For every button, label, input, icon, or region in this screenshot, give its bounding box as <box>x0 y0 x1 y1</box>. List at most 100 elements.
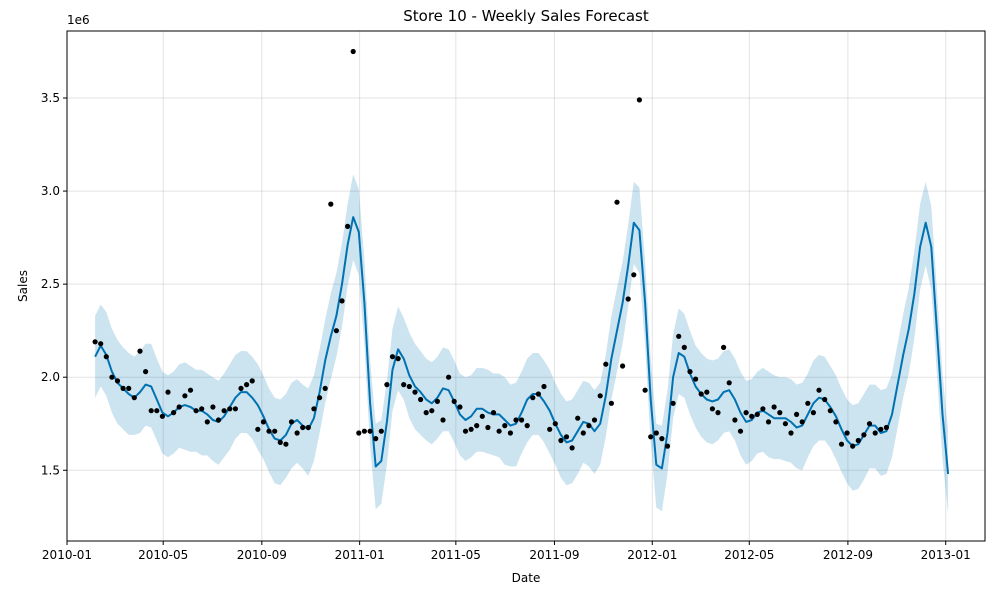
observed-point <box>693 376 699 382</box>
observed-point <box>552 421 558 427</box>
observed-point <box>597 393 603 399</box>
observed-point <box>300 424 306 431</box>
observed-point <box>429 408 435 414</box>
observed-point <box>625 296 631 302</box>
observed-point <box>244 382 250 388</box>
x-axis-label: Date <box>512 571 541 585</box>
observed-point <box>120 385 126 391</box>
observed-point <box>131 395 137 401</box>
observed-point <box>608 400 615 406</box>
observed-point <box>777 410 783 416</box>
observed-point <box>266 428 272 434</box>
plot-frame <box>66 30 986 542</box>
observed-point <box>524 423 530 429</box>
observed-point <box>822 396 828 403</box>
observed-point <box>143 369 149 375</box>
observed-point <box>232 406 238 412</box>
observed-point <box>277 439 283 445</box>
observed-point <box>490 410 497 416</box>
observed-point <box>631 272 637 278</box>
chart-title: Store 10 - Weekly Sales Forecast <box>403 7 649 25</box>
observed-point <box>698 391 704 397</box>
observed-point <box>519 417 525 423</box>
observed-point <box>760 406 766 412</box>
observed-point <box>373 436 379 442</box>
observed-point <box>384 382 390 388</box>
observed-point <box>479 413 485 419</box>
observed-point <box>187 387 194 393</box>
observed-point <box>311 406 317 412</box>
observed-point <box>659 436 665 442</box>
observed-point <box>446 374 452 380</box>
observed-point <box>715 410 721 416</box>
observed-point <box>204 419 210 425</box>
observed-point <box>642 387 648 393</box>
observed-point <box>159 413 165 419</box>
observed-point <box>474 423 480 429</box>
observed-point <box>171 410 177 416</box>
forecast-line-layer <box>94 216 950 475</box>
x-tick-label: 2012-09 <box>823 548 873 562</box>
observed-point <box>193 408 199 414</box>
observed-point <box>328 201 334 207</box>
observed-point <box>794 411 800 417</box>
observed-point <box>418 396 424 403</box>
observed-point <box>530 395 536 401</box>
observed-point <box>126 385 132 391</box>
observed-point <box>535 391 542 397</box>
observed-point <box>350 48 356 55</box>
observed-point <box>575 415 581 421</box>
observed-point <box>288 419 295 425</box>
observed-point <box>648 434 654 440</box>
x-tick-label: 2010-05 <box>138 548 188 562</box>
observed-point <box>137 348 143 354</box>
observed-point <box>434 398 440 404</box>
observed-point <box>737 428 744 434</box>
observed-point <box>563 434 570 440</box>
y-tick-label: 3.0 <box>41 184 60 198</box>
observed-point <box>272 428 278 434</box>
observed-point <box>502 423 508 429</box>
x-tick-label: 2011-01 <box>335 548 385 562</box>
observed-point <box>513 417 519 423</box>
observed-point <box>687 369 693 375</box>
observed-point <box>227 406 233 412</box>
y-tick-label: 2.0 <box>41 370 60 384</box>
observed-point <box>709 406 716 412</box>
observed-point <box>148 408 154 414</box>
observed-point <box>771 404 777 410</box>
observed-point <box>496 428 502 434</box>
observed-point <box>805 400 811 406</box>
x-axis-ticks: 2010-01 2010-05 2010-09 2011-01 2011-05 2011-… <box>42 541 971 562</box>
observed-point <box>345 223 351 229</box>
observed-point <box>182 393 188 399</box>
observed-point <box>255 426 261 432</box>
observed-point <box>165 389 171 395</box>
observed-point <box>249 378 255 384</box>
observed-point <box>614 199 620 205</box>
observed-point <box>653 430 659 436</box>
observed-point <box>883 424 890 431</box>
observed-point <box>704 389 710 395</box>
observed-point <box>726 380 732 386</box>
observed-point <box>664 443 671 449</box>
grid <box>66 31 985 541</box>
observed-point <box>754 411 760 417</box>
x-tick-label: 2011-05 <box>431 548 481 562</box>
observed-point <box>670 400 676 406</box>
observed-point <box>586 423 592 429</box>
x-tick-label: 2013-01 <box>921 548 971 562</box>
observed-point <box>855 437 861 444</box>
observed-point <box>580 430 586 436</box>
x-tick-label: 2012-01 <box>627 548 677 562</box>
observed-point <box>406 383 412 390</box>
observed-point <box>721 344 727 350</box>
observed-point <box>356 430 362 436</box>
observed-point <box>569 445 575 451</box>
observed-point <box>838 441 845 447</box>
y-axis-label: Sales <box>16 270 30 302</box>
observed-point <box>558 437 564 444</box>
observed-point <box>878 426 884 432</box>
